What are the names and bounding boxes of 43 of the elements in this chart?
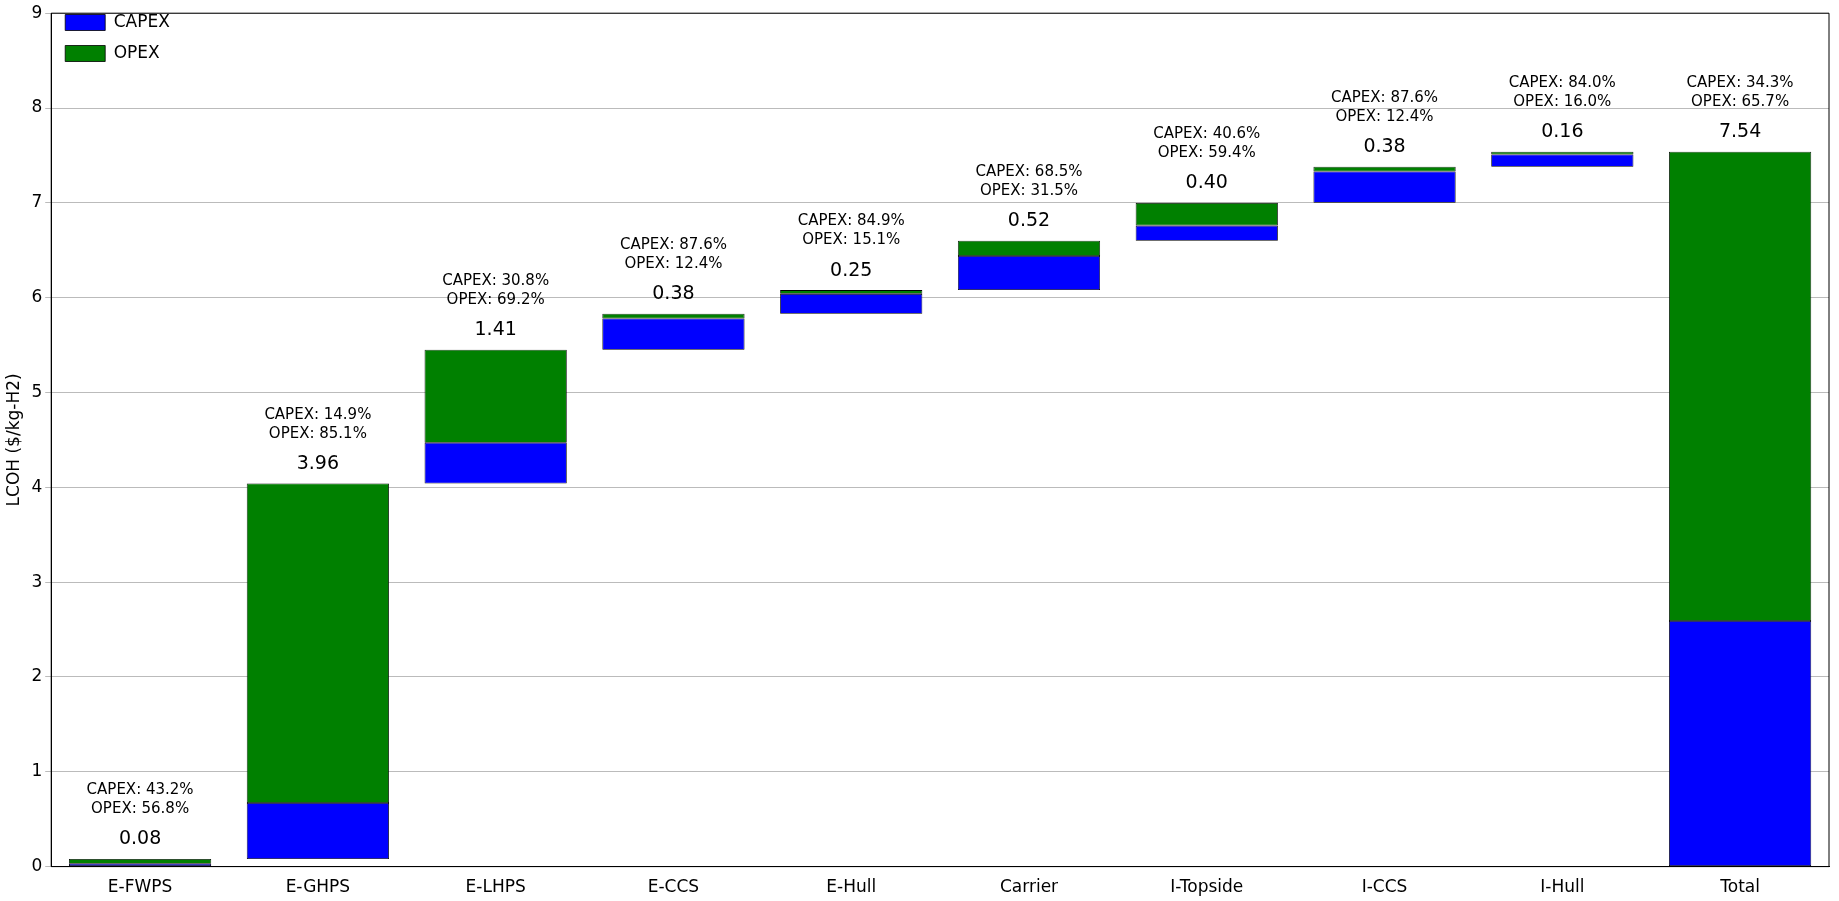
y-tick-label: 6 xyxy=(31,286,43,307)
y-tick-label: 0 xyxy=(31,855,43,876)
legend-label: CAPEX xyxy=(113,10,171,31)
x-tick-label: I-CCS xyxy=(1361,876,1408,897)
y-tick-label: 8 xyxy=(31,96,43,117)
annotation: CAPEX: 87.6% OPEX: 12.4% xyxy=(1331,88,1439,126)
y-tick-label: 2 xyxy=(31,665,43,686)
annotation: CAPEX: 43.2% OPEX: 56.8% xyxy=(86,780,194,818)
total-label: 0.08 xyxy=(118,826,162,849)
annotation: CAPEX: 87.6% OPEX: 12.4% xyxy=(619,235,727,273)
annotation: CAPEX: 84.0% OPEX: 16.0% xyxy=(1508,73,1616,111)
total-label: 0.52 xyxy=(1007,208,1051,231)
y-axis-title: LCOH ($/kg-H2) xyxy=(2,373,23,507)
x-tick-label: E-GHPS xyxy=(285,876,351,897)
total-label: 0.40 xyxy=(1185,170,1228,193)
x-tick-label: E-CCS xyxy=(647,876,700,897)
y-tick-label: 5 xyxy=(31,380,43,401)
y-tick-label: 7 xyxy=(31,191,43,212)
x-tick-label: Carrier xyxy=(999,876,1059,897)
annotation: CAPEX: 30.8% OPEX: 69.2% xyxy=(442,271,550,309)
x-tick-label: I-Topside xyxy=(1170,876,1244,897)
y-tick-label: 9 xyxy=(31,1,43,22)
x-tick-label: E-LHPS xyxy=(465,876,526,897)
annotation: CAPEX: 34.3% OPEX: 65.7% xyxy=(1686,73,1794,111)
total-label: 0.25 xyxy=(830,257,873,280)
total-label: 0.16 xyxy=(1541,119,1584,142)
annotation: CAPEX: 68.5% OPEX: 31.5% xyxy=(975,162,1083,200)
y-tick-label: 3 xyxy=(31,570,43,591)
total-label: 7.54 xyxy=(1718,119,1762,142)
total-label: 1.41 xyxy=(474,317,517,340)
y-tick-label: 1 xyxy=(31,760,43,781)
total-label: 3.96 xyxy=(296,450,340,473)
annotation: CAPEX: 14.9% OPEX: 85.1% xyxy=(264,404,372,442)
x-tick-label: E-FWPS xyxy=(107,876,173,897)
x-tick-label: I-Hull xyxy=(1540,876,1585,897)
total-label: 0.38 xyxy=(652,281,695,304)
annotation: CAPEX: 84.9% OPEX: 15.1% xyxy=(797,211,905,249)
x-tick-label: Total xyxy=(1719,876,1760,897)
legend-label: OPEX xyxy=(113,41,161,62)
total-label: 0.38 xyxy=(1363,134,1406,157)
y-tick-label: 4 xyxy=(31,475,43,496)
x-tick-label: E-Hull xyxy=(826,876,877,897)
annotation: CAPEX: 40.6% OPEX: 59.4% xyxy=(1153,124,1261,162)
